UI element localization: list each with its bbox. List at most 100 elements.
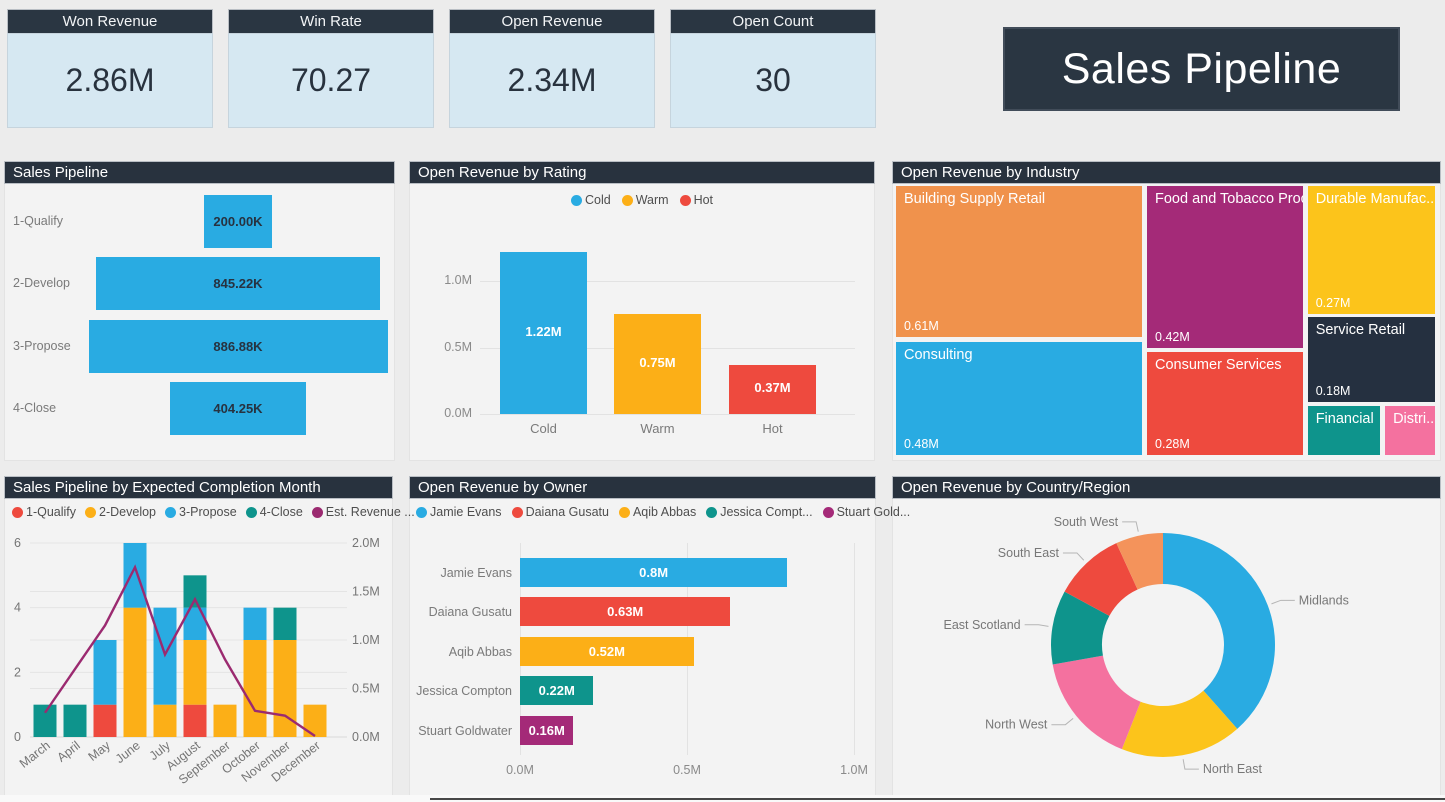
stacked-bar-segment[interactable] [273, 607, 297, 640]
stacked-bar-segment[interactable] [63, 704, 87, 737]
legend-item[interactable]: 4-Close [245, 505, 303, 519]
donut-slice[interactable] [1052, 655, 1141, 750]
legend-item[interactable]: Cold [570, 193, 611, 207]
kpi-card-value: 2.34M [450, 34, 654, 127]
axis-tick-label: 6 [14, 536, 21, 550]
donut-slice[interactable] [1051, 591, 1110, 665]
funnel-bar[interactable]: 845.22K [95, 257, 381, 311]
legend-item[interactable]: Jamie Evans [416, 505, 502, 519]
legend-item[interactable]: Stuart Gold... [822, 505, 910, 519]
treemap-tile[interactable]: Service Retail 0.18M [1307, 317, 1435, 402]
stacked-bar-segment[interactable] [183, 575, 207, 608]
stacked-bar-segment[interactable] [93, 704, 117, 737]
treemap-tile[interactable]: Financial [1307, 405, 1381, 455]
legend-item[interactable]: Daiana Gusatu [511, 505, 609, 519]
kpi-value-text: 70.27 [290, 62, 372, 98]
x-axis-tick-label: 0.5M [673, 763, 701, 777]
stacked-column-line-chart: 0 2 4 6 0.0M 0.5M 1.0M 1.5M 2.0M March April May Jun… [14, 536, 380, 787]
rating-column-chart: 0.0M 0.5M 1.0M 1.22M Cold 0.75M Warm 0.37M Hot [410, 162, 874, 460]
legend-item[interactable]: 2-Develop [85, 505, 156, 519]
treemap-tile[interactable]: Distri... [1385, 405, 1435, 455]
funnel-category-label: 4-Close [13, 401, 57, 416]
stacked-bar-segment[interactable] [183, 607, 207, 640]
stacked-bar-segment[interactable] [183, 704, 207, 737]
funnel-bar[interactable]: 886.88K [88, 319, 388, 373]
legend-item[interactable]: 3-Propose [165, 505, 237, 519]
legend-item[interactable]: Aqib Abbas [618, 505, 696, 519]
legend-item[interactable]: Est. Revenue ... [311, 505, 415, 519]
legend-item-label: 3-Propose [179, 505, 237, 519]
donut-slice[interactable] [1064, 543, 1138, 616]
owner-bar[interactable]: 0.16M [520, 715, 574, 745]
funnel-bar-value: 200.00K [213, 214, 263, 229]
treemap-tile-label: Distri... [1393, 410, 1435, 427]
rating-bar[interactable]: 1.22M [500, 251, 587, 414]
legend-color-dot [416, 506, 427, 518]
owner-bar[interactable]: 0.52M [520, 636, 694, 666]
funnel-chart: 1-Qualify 200.00K 2-Develop 845.22K 3-Propos… [5, 162, 394, 460]
rating-bar-value: 0.37M [754, 380, 791, 396]
stacked-bar-segment[interactable] [183, 640, 207, 705]
owner-bar[interactable]: 0.8M [520, 558, 788, 587]
legend-item[interactable]: 1-Qualify [12, 505, 76, 519]
donut-slice[interactable] [1116, 533, 1163, 590]
stacked-bar-segment[interactable] [243, 640, 267, 737]
stacked-bar-segment[interactable] [303, 704, 327, 737]
stacked-bar-segment[interactable] [213, 704, 237, 737]
donut-slice[interactable] [1163, 533, 1275, 729]
stacked-bar-segment[interactable] [123, 543, 147, 608]
treemap-tile-value: 0.27M [1315, 295, 1351, 310]
owner-bar[interactable]: 0.63M [520, 597, 731, 627]
treemap-tile[interactable]: Food and Tobacco Proc... 0.42M [1147, 186, 1303, 349]
x-axis-month-label: March [17, 738, 53, 770]
owner-bar-value: 0.8M [639, 565, 669, 580]
owner-legend: Jamie Evans Daiana Gusatu Aqib Abbas Jessic… [416, 505, 910, 519]
axis-tick-label: 2 [14, 665, 21, 679]
treemap-tile[interactable]: Building Supply Retail 0.61M [896, 186, 1143, 338]
treemap-tile[interactable]: Consumer Services 0.28M [1147, 352, 1303, 455]
funnel-category-label: 1-Qualify [13, 214, 64, 228]
stacked-bar-segment[interactable] [243, 607, 267, 640]
donut-slice[interactable] [1121, 690, 1238, 757]
treemap-tile[interactable]: Durable Manufac... 0.27M [1307, 186, 1435, 314]
stacked-bar-segment[interactable] [273, 640, 297, 737]
legend-color-dot [679, 194, 691, 206]
stacked-bar-segment[interactable] [93, 640, 117, 705]
funnel-bar[interactable]: 404.25K [169, 382, 307, 436]
axis-tick-label: 0 [14, 730, 21, 744]
kpi-card-value: 2.86M [8, 34, 212, 127]
owner-category-label: Jamie Evans [440, 566, 512, 580]
treemap-tile[interactable]: Consulting 0.48M [896, 341, 1143, 455]
legend-color-dot [165, 506, 177, 518]
legend-item[interactable]: Jessica Compt... [706, 505, 813, 519]
legend-item[interactable]: Hot [679, 193, 713, 207]
gridline [480, 414, 855, 415]
rating-bar[interactable]: 0.75M [614, 314, 701, 414]
legend-item-label: 1-Qualify [26, 505, 77, 519]
gridline [854, 543, 855, 755]
legend-item[interactable]: Warm [621, 193, 669, 207]
x-axis-tick-label: 0.0M [506, 763, 534, 777]
donut-slice-label: North West [985, 718, 1048, 732]
est-revenue-line[interactable] [44, 564, 316, 738]
donut-slice-label: Midlands [1299, 593, 1349, 607]
kpi-value-text: 2.86M [65, 62, 155, 98]
funnel-bar-value: 886.88K [213, 338, 263, 354]
rating-bar-value: 0.75M [639, 355, 676, 371]
stacked-bar-segment[interactable] [123, 607, 147, 737]
legend-color-dot [706, 506, 718, 518]
stacked-bar-segment[interactable] [33, 704, 57, 737]
treemap-tile-label: Durable Manufac... [1315, 191, 1435, 207]
y-axis-tick-label: 1.0M [444, 273, 472, 287]
owner-bar[interactable]: 0.22M [520, 676, 594, 706]
axis-tick-label: 1.0M [352, 633, 380, 647]
funnel-bar[interactable]: 200.00K [204, 195, 272, 248]
kpi-title-text: Won Revenue [62, 13, 158, 30]
kpi-value-text: 30 [755, 62, 791, 98]
owner-category-label: Aqib Abbas [448, 644, 512, 659]
stacked-bar-segment[interactable] [153, 704, 177, 737]
rating-bar[interactable]: 0.37M [729, 364, 816, 414]
kpi-card-title: Open Count [671, 10, 875, 33]
x-axis-category-label: Hot [762, 421, 783, 436]
owner-bar-value: 0.16M [528, 722, 565, 738]
